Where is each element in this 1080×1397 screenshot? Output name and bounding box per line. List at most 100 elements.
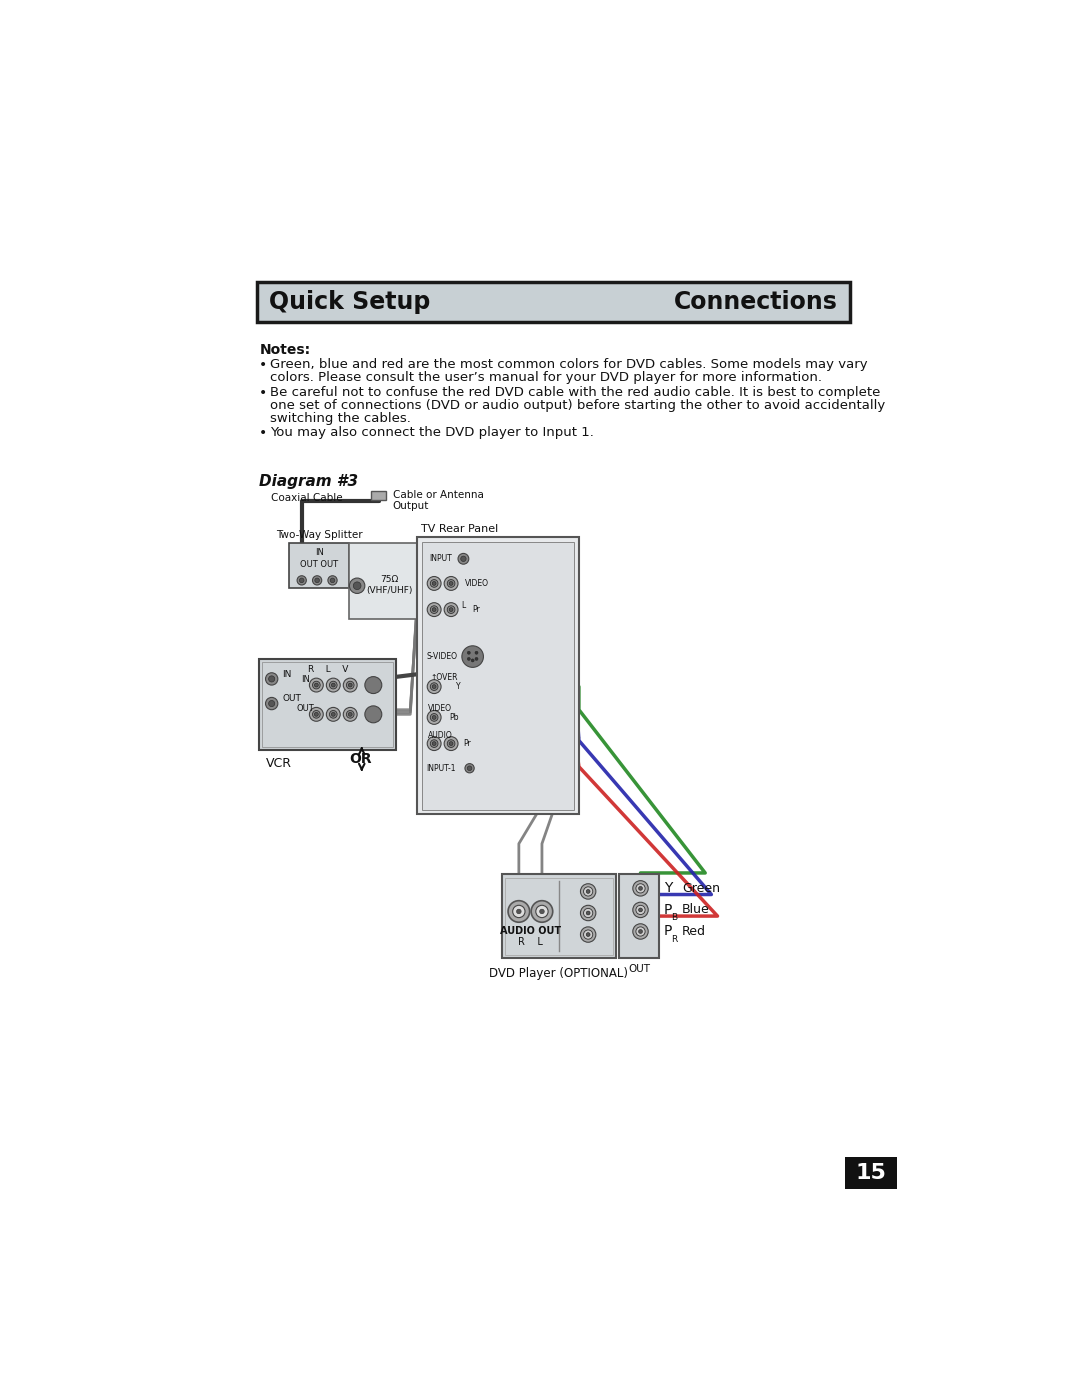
Text: INPUT: INPUT	[429, 555, 451, 563]
Circle shape	[583, 930, 593, 939]
Circle shape	[449, 608, 453, 612]
Text: Coaxial Cable: Coaxial Cable	[270, 493, 342, 503]
Circle shape	[332, 712, 335, 717]
Circle shape	[297, 576, 307, 585]
Bar	[845, 1157, 896, 1189]
Circle shape	[312, 576, 322, 585]
Text: S-VIDEO: S-VIDEO	[427, 652, 458, 661]
Text: 75Ω
(VHF/UHF): 75Ω (VHF/UHF)	[366, 576, 413, 595]
Text: •: •	[259, 426, 268, 440]
Circle shape	[350, 578, 365, 594]
Circle shape	[475, 658, 478, 661]
Circle shape	[432, 715, 436, 719]
Circle shape	[432, 608, 436, 612]
Text: switching the cables.: switching the cables.	[270, 412, 411, 425]
Circle shape	[531, 901, 553, 922]
Circle shape	[428, 736, 441, 750]
Bar	[505, 877, 612, 954]
Circle shape	[428, 577, 441, 591]
Text: Red: Red	[683, 925, 706, 937]
Circle shape	[309, 707, 323, 721]
Circle shape	[326, 707, 340, 721]
Bar	[619, 875, 659, 958]
Bar	[417, 538, 579, 814]
Circle shape	[330, 578, 335, 583]
Circle shape	[347, 682, 354, 689]
Circle shape	[462, 645, 484, 668]
Circle shape	[580, 905, 596, 921]
Text: DVD Player (OPTIONAL): DVD Player (OPTIONAL)	[489, 967, 629, 979]
Circle shape	[468, 766, 472, 771]
Circle shape	[432, 581, 436, 585]
Text: Y: Y	[663, 882, 672, 895]
Bar	[372, 490, 387, 500]
Circle shape	[428, 602, 441, 616]
Text: •: •	[259, 358, 268, 372]
Text: B: B	[672, 914, 677, 922]
Circle shape	[633, 880, 648, 895]
Circle shape	[348, 712, 352, 717]
Text: Two-Way Splitter: Two-Way Splitter	[276, 529, 363, 539]
Text: Blue: Blue	[683, 904, 710, 916]
Circle shape	[432, 742, 436, 746]
Text: •: •	[259, 386, 268, 400]
Circle shape	[428, 680, 441, 693]
Circle shape	[636, 905, 645, 915]
Bar	[262, 662, 393, 746]
Circle shape	[583, 887, 593, 895]
Circle shape	[449, 742, 453, 746]
Circle shape	[329, 682, 337, 689]
Text: L: L	[461, 601, 465, 609]
Text: 15: 15	[855, 1164, 887, 1183]
Circle shape	[586, 911, 590, 915]
Text: Quick Setup: Quick Setup	[269, 289, 431, 313]
Text: colors. Please consult the user’s manual for your DVD player for more informatio: colors. Please consult the user’s manual…	[270, 372, 822, 384]
Circle shape	[458, 553, 469, 564]
Text: OUT: OUT	[297, 704, 314, 712]
Text: INPUT-1: INPUT-1	[427, 764, 456, 773]
Text: IN: IN	[315, 548, 324, 557]
Text: OUT: OUT	[283, 694, 301, 704]
Bar	[257, 282, 850, 321]
Circle shape	[314, 683, 319, 687]
Circle shape	[312, 682, 320, 689]
Circle shape	[583, 908, 593, 918]
Circle shape	[508, 901, 529, 922]
Circle shape	[580, 884, 596, 900]
Circle shape	[348, 683, 352, 687]
Circle shape	[328, 576, 337, 585]
Circle shape	[430, 580, 438, 587]
Text: one set of connections (DVD or audio output) before starting the other to avoid : one set of connections (DVD or audio out…	[270, 398, 886, 412]
Text: P: P	[663, 925, 672, 939]
Text: Pb: Pb	[449, 712, 459, 722]
Circle shape	[513, 905, 525, 918]
Text: VIDEO: VIDEO	[428, 704, 453, 712]
Circle shape	[314, 578, 320, 583]
Circle shape	[343, 678, 357, 692]
Circle shape	[353, 583, 361, 590]
Text: Green: Green	[683, 882, 720, 895]
Circle shape	[465, 764, 474, 773]
Circle shape	[536, 905, 549, 918]
Text: IN: IN	[301, 675, 310, 685]
Circle shape	[329, 711, 337, 718]
Text: Be careful not to confuse the red DVD cable with the red audio cable. It is best: Be careful not to confuse the red DVD ca…	[270, 386, 880, 398]
Circle shape	[430, 683, 438, 690]
Circle shape	[299, 578, 305, 583]
Circle shape	[266, 697, 278, 710]
Bar	[422, 542, 575, 810]
Bar	[289, 543, 350, 588]
Text: You may also connect the DVD player to Input 1.: You may also connect the DVD player to I…	[270, 426, 594, 440]
Text: IN: IN	[283, 669, 292, 679]
Circle shape	[269, 676, 274, 682]
Circle shape	[444, 736, 458, 750]
Circle shape	[636, 926, 645, 936]
Circle shape	[332, 683, 335, 687]
Circle shape	[326, 678, 340, 692]
Circle shape	[430, 740, 438, 747]
Circle shape	[312, 711, 320, 718]
Circle shape	[586, 890, 590, 893]
Circle shape	[430, 714, 438, 721]
Text: Diagram #3: Diagram #3	[259, 474, 359, 489]
Circle shape	[444, 602, 458, 616]
